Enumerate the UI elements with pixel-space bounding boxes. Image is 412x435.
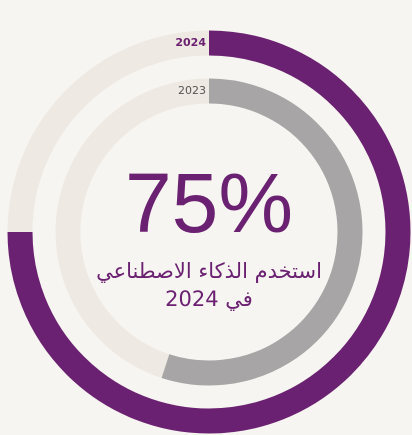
center-caption: في 2024 [165, 287, 253, 311]
ring-label: 2024 [175, 36, 206, 49]
ring-arc [7, 30, 411, 434]
ring-label: 2023 [178, 84, 206, 97]
center-caption: استخدم الذكاء الاصطناعي [96, 259, 322, 283]
center-value: 75% [125, 156, 293, 250]
ring-arc [161, 78, 363, 386]
